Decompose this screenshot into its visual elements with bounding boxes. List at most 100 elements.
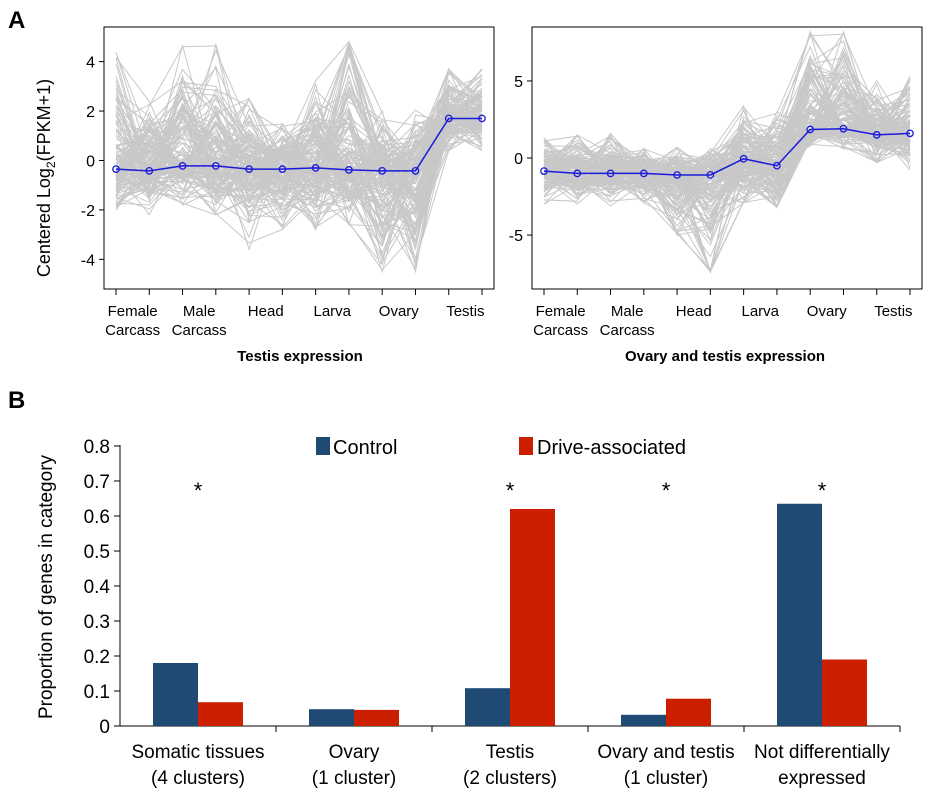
significance-marker: * xyxy=(506,478,515,503)
x-axis-labels: Somatic tissues (4 clusters) Ovary (1 clust… xyxy=(131,726,901,789)
expression-line xyxy=(115,89,483,206)
mean-point xyxy=(278,165,287,173)
x-tick-label: Head xyxy=(248,303,284,320)
expression-line xyxy=(115,93,483,241)
bars: * * * * xyxy=(153,478,867,726)
x-tick-label: Female xyxy=(536,303,586,320)
y-tick-label: 0 xyxy=(99,717,110,738)
legend-swatch-control xyxy=(316,437,330,455)
mean-point xyxy=(872,131,881,139)
x-tick-label: Carcass xyxy=(600,322,655,339)
y-tick-label: 0.5 xyxy=(84,542,110,563)
y-tick-label: 0 xyxy=(86,153,95,170)
chart-a-left: Centered Log2(FPKM+1) 4 2 0 -2 -4 Female Carc… xyxy=(34,26,495,365)
expression-lines xyxy=(115,40,483,274)
x-tick-label: (1 cluster) xyxy=(312,768,396,789)
expression-line xyxy=(115,89,483,183)
y-tick-label: 5 xyxy=(514,74,523,91)
y-axis-ticks: 5 0 -5 xyxy=(509,74,532,245)
mean-point xyxy=(673,171,681,179)
x-tick-label: Female xyxy=(108,303,158,320)
x-tick-label: Male xyxy=(183,303,216,320)
expression-line xyxy=(115,81,483,237)
chart-a-right: 5 0 -5 Female Carcass Male Carcass Head Larva Ov… xyxy=(509,26,923,365)
expression-line xyxy=(115,116,483,193)
legend: Control Drive-associated xyxy=(316,437,686,459)
panel-label-b: B xyxy=(8,387,25,414)
y-tick-label: 0.3 xyxy=(84,612,110,633)
mean-point xyxy=(478,114,486,123)
x-tick-label: expressed xyxy=(778,768,866,789)
legend-label-drive: Drive-associated xyxy=(537,437,686,459)
mean-point xyxy=(311,164,320,172)
mean-point xyxy=(706,171,715,179)
bar-drive xyxy=(510,509,555,726)
expression-line xyxy=(543,131,911,198)
mean-point xyxy=(773,161,781,170)
x-tick-label: Larva xyxy=(314,303,352,320)
expression-line xyxy=(115,118,483,212)
mean-profile-line xyxy=(115,117,482,172)
expression-line xyxy=(115,113,483,233)
y-tick-label: 0.2 xyxy=(84,647,110,668)
expression-line xyxy=(115,89,483,227)
expression-line xyxy=(543,107,911,274)
x-axis-label: Testis expression xyxy=(237,348,363,365)
x-tick-label: Carcass xyxy=(533,322,588,339)
y-tick-label: 2 xyxy=(86,104,95,121)
x-tick-label: Head xyxy=(676,303,712,320)
x-tick-label: Testis xyxy=(446,303,484,320)
x-tick-label: Larva xyxy=(742,303,780,320)
mean-profile-points xyxy=(540,124,914,179)
significance-marker: * xyxy=(194,478,203,503)
x-tick-label: Ovary xyxy=(807,303,848,320)
x-axis-label: Ovary and testis expression xyxy=(625,348,825,365)
y-tick-label: 0 xyxy=(514,151,523,168)
legend-swatch-drive xyxy=(519,437,533,455)
bar-drive xyxy=(666,698,711,726)
x-tick-label: (1 cluster) xyxy=(624,768,708,789)
y-tick-label: -4 xyxy=(81,252,95,269)
expression-line xyxy=(543,107,911,211)
expression-line xyxy=(115,71,483,234)
x-axis-ticks: Female Carcass Male Carcass Head Larva Ovary Te… xyxy=(105,289,485,339)
y-tick-label: -2 xyxy=(81,203,95,220)
expression-line xyxy=(115,67,483,215)
bar-drive xyxy=(822,659,867,726)
expression-line xyxy=(115,91,483,230)
mean-point xyxy=(178,162,187,170)
mean-point xyxy=(639,169,648,178)
y-tick-label: 4 xyxy=(86,55,95,72)
mean-profile-line xyxy=(543,127,911,176)
y-tick-label: 0.7 xyxy=(84,472,110,493)
y-axis-label-b: Proportion of genes in category xyxy=(36,454,57,719)
bar-control xyxy=(153,663,198,726)
legend-label-control: Control xyxy=(333,437,397,459)
expression-line xyxy=(543,114,911,188)
mean-point xyxy=(411,167,420,175)
mean-point xyxy=(378,167,387,175)
panel-label-a: A xyxy=(8,7,25,34)
expression-line xyxy=(115,72,483,212)
bar-drive xyxy=(198,702,243,726)
x-tick-label: Somatic tissues xyxy=(131,742,264,763)
mean-point xyxy=(145,167,154,175)
expression-lines xyxy=(543,29,911,274)
bar-control xyxy=(777,503,822,726)
mean-point xyxy=(112,165,120,173)
expression-line xyxy=(115,116,483,268)
x-tick-label: Ovary and testis xyxy=(597,742,734,763)
expression-line xyxy=(115,79,483,211)
mean-point xyxy=(540,167,548,175)
x-tick-label: Ovary xyxy=(329,742,380,763)
expression-line xyxy=(115,98,483,240)
x-tick-label: (4 clusters) xyxy=(151,768,245,789)
y-tick-label: 0.4 xyxy=(84,577,111,598)
x-tick-label: Male xyxy=(611,303,644,320)
expression-line xyxy=(115,110,483,239)
x-tick-label: Testis xyxy=(874,303,912,320)
y-tick-label: -5 xyxy=(509,228,523,245)
x-tick-label: (2 clusters) xyxy=(463,768,557,789)
y-axis-ticks: 0.8 0.7 0.6 0.5 0.4 0.3 0.2 0.1 0 xyxy=(84,437,120,738)
